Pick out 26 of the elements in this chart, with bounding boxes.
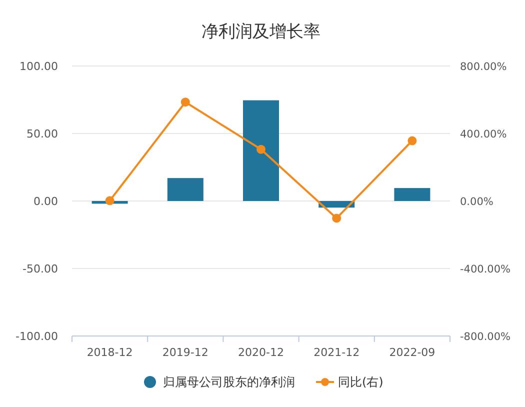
x-tick-label: 2020-12 xyxy=(238,346,284,359)
point xyxy=(408,136,417,146)
point xyxy=(105,196,114,206)
y2-tick-label: -400.00% xyxy=(460,264,511,276)
y-tick-label: -100.00 xyxy=(16,330,58,343)
bar xyxy=(394,188,430,201)
legend-label: 同比(右) xyxy=(338,375,384,389)
y2-tick-label: 800.00% xyxy=(460,61,507,73)
y2-tick-label: 400.00% xyxy=(460,128,507,140)
point xyxy=(256,144,266,154)
y-tick-label: 0.00 xyxy=(34,195,58,208)
bar xyxy=(167,178,204,201)
x-tick-label: 2019-12 xyxy=(162,346,208,359)
x-tick-label: 2021-12 xyxy=(314,346,360,359)
x-tick-label: 2018-12 xyxy=(86,346,133,359)
y2-tick-label: 0.00% xyxy=(460,196,494,208)
chart-title: 净利润及增长率 xyxy=(202,22,320,42)
x-tick-label: 2022-09 xyxy=(389,346,436,359)
y-tick-label: 100.00 xyxy=(20,60,58,73)
point xyxy=(332,214,342,223)
legend-label: 归属母公司股东的净利润 xyxy=(163,375,295,389)
point xyxy=(180,98,190,107)
y2-tick-label: -800.00% xyxy=(460,331,511,343)
y-tick-label: 50.00 xyxy=(26,128,58,140)
y-tick-label: -50.00 xyxy=(22,262,58,276)
bar xyxy=(243,100,279,201)
